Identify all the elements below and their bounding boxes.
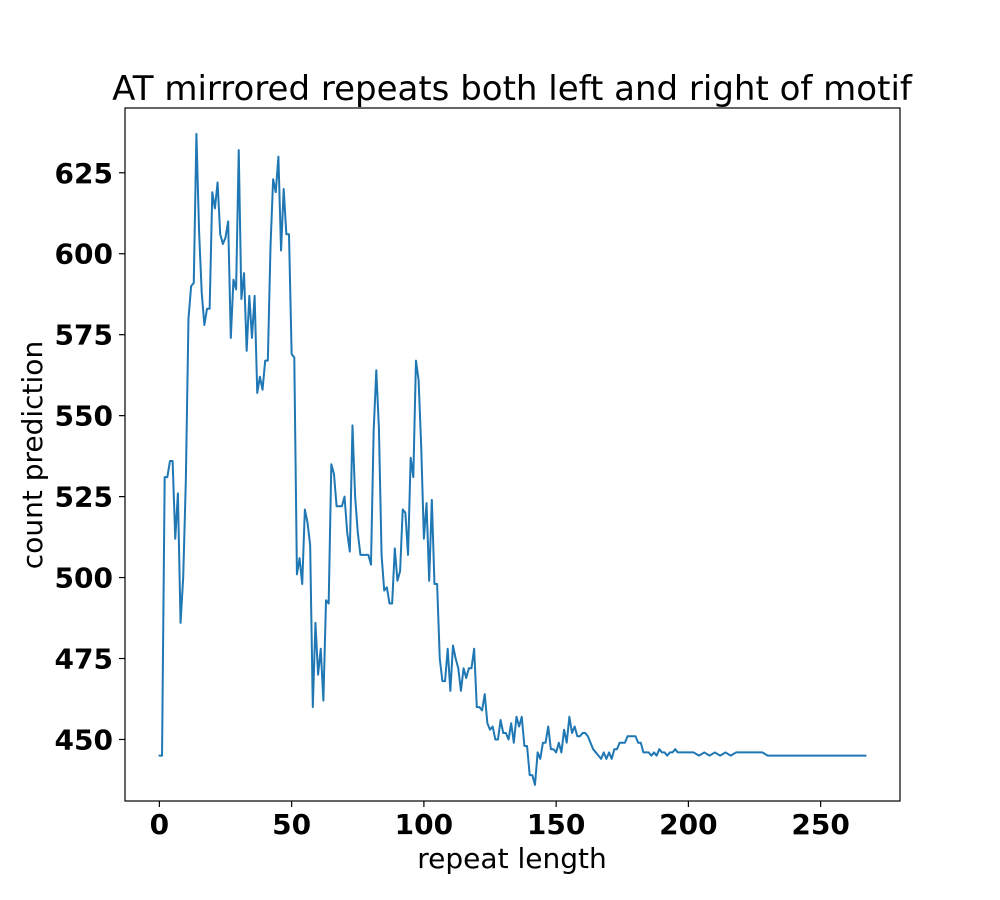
x-tick-label: 150 [527, 808, 585, 841]
y-axis: 450 475 500 525 550 575 600 625 [55, 157, 125, 756]
y-tick-label: 450 [55, 723, 113, 756]
x-axis: 0 50 100 150 200 250 [150, 801, 850, 841]
y-tick-label: 600 [55, 238, 113, 271]
y-tick-label: 475 [55, 643, 113, 676]
y-tick-label: 625 [55, 157, 113, 190]
y-axis-label: count prediction [16, 341, 49, 569]
series-line-0 [158, 132, 867, 786]
y-tick-label: 550 [55, 400, 113, 433]
plot-frame [124, 107, 901, 802]
chart-title: AT mirrored repeats both left and right … [112, 69, 913, 109]
x-tick-label: 50 [272, 808, 311, 841]
x-tick-label: 0 [150, 808, 169, 841]
y-tick-label: 525 [55, 481, 113, 514]
x-tick-label: 100 [395, 808, 453, 841]
y-tick-label: 575 [55, 319, 113, 352]
series-layer [158, 132, 867, 786]
x-tick-label: 200 [659, 808, 717, 841]
x-tick-label: 250 [791, 808, 849, 841]
y-tick-label: 500 [55, 562, 113, 595]
x-axis-label: repeat length [417, 842, 606, 875]
